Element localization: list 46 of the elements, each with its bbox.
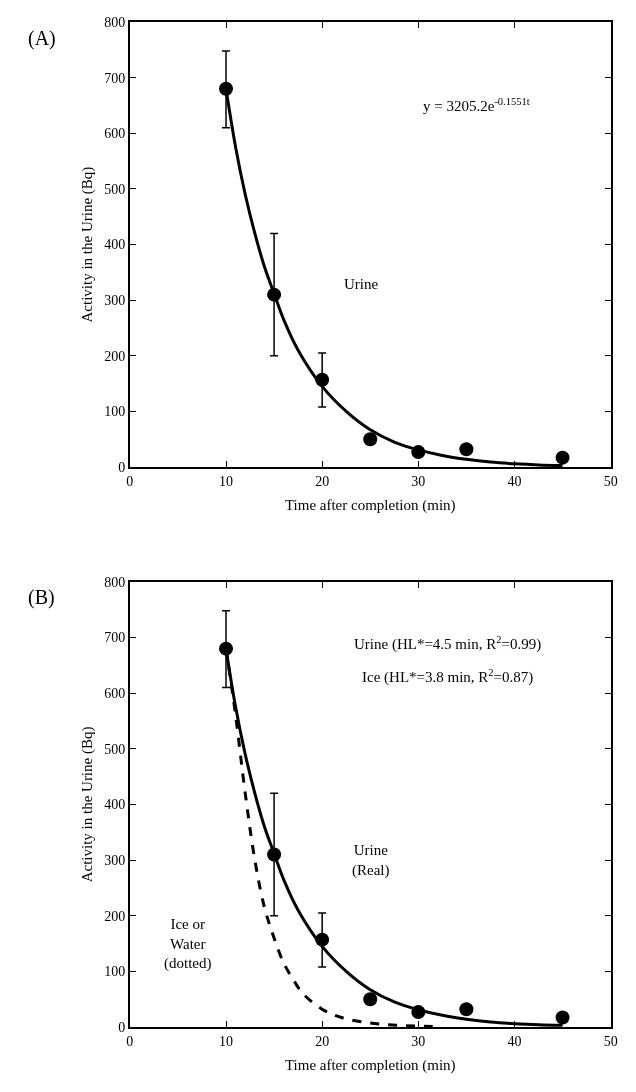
y-tick-label: 0 — [118, 460, 126, 475]
y-tick-label: 700 — [104, 630, 126, 646]
y-tick-label: 300 — [104, 293, 126, 309]
annotation: Urine (Real) — [352, 842, 390, 879]
y-tick-label: 600 — [104, 126, 126, 142]
x-tick-label: 20 — [315, 1033, 330, 1049]
y-tick-label: 500 — [104, 741, 126, 757]
annotation: y = 3205.2e$^{-0.1551t}$ — [423, 96, 530, 115]
text: (B) — [28, 586, 55, 609]
x-tick-label: 10 — [219, 473, 234, 489]
y-tick-label: 500 — [104, 181, 126, 197]
point — [363, 992, 378, 1007]
x-tick-label: 20 — [315, 473, 330, 489]
x-axis-title: Time after completion (min) — [284, 497, 456, 515]
x-tick-label: 40 — [507, 1033, 522, 1049]
y-tick-label: 100 — [104, 404, 126, 420]
y-tick-label: 400 — [104, 797, 126, 813]
y-tick-label: 200 — [104, 348, 126, 364]
y-tick-label: 200 — [104, 908, 126, 924]
annotation: Ice (HL*=3.8 min, R$^{2}$=0.87) — [362, 667, 534, 687]
x-tick-label: 10 — [219, 1033, 234, 1049]
y-tick-label: 400 — [104, 237, 126, 253]
x-tick-label: 50 — [603, 473, 618, 489]
y-tick-label: 800 — [104, 574, 126, 590]
y-tick-label: 600 — [104, 686, 126, 702]
y-tick-label: 0 — [118, 1019, 126, 1035]
text: (A) — [28, 27, 56, 50]
annotation: Ice or Water (dotted) — [164, 916, 212, 972]
x-tick-label: 50 — [603, 1033, 618, 1049]
x-tick-label: 30 — [411, 473, 426, 489]
y-tick-label: 300 — [104, 852, 126, 868]
point — [459, 442, 474, 457]
x-axis-title: Time after completion (min) — [284, 1057, 456, 1075]
point — [555, 450, 570, 465]
annotation: Urine — [344, 276, 379, 292]
point — [459, 1002, 474, 1017]
annotation: Urine (HL*=4.5 min, R$^{2}$=0.99) — [354, 634, 542, 654]
x-tick-label: 30 — [411, 1033, 426, 1049]
point — [363, 432, 378, 447]
point — [555, 1010, 570, 1025]
y-axis-title: Activity in the Urine (Bq) — [79, 726, 97, 883]
y-tick-label: 100 — [104, 964, 126, 980]
x-tick-label: 40 — [507, 473, 522, 489]
y-tick-label: 700 — [104, 70, 126, 86]
y-axis-title: Activity in the Urine (Bq) — [79, 166, 97, 323]
y-tick-label: 800 — [104, 14, 126, 30]
